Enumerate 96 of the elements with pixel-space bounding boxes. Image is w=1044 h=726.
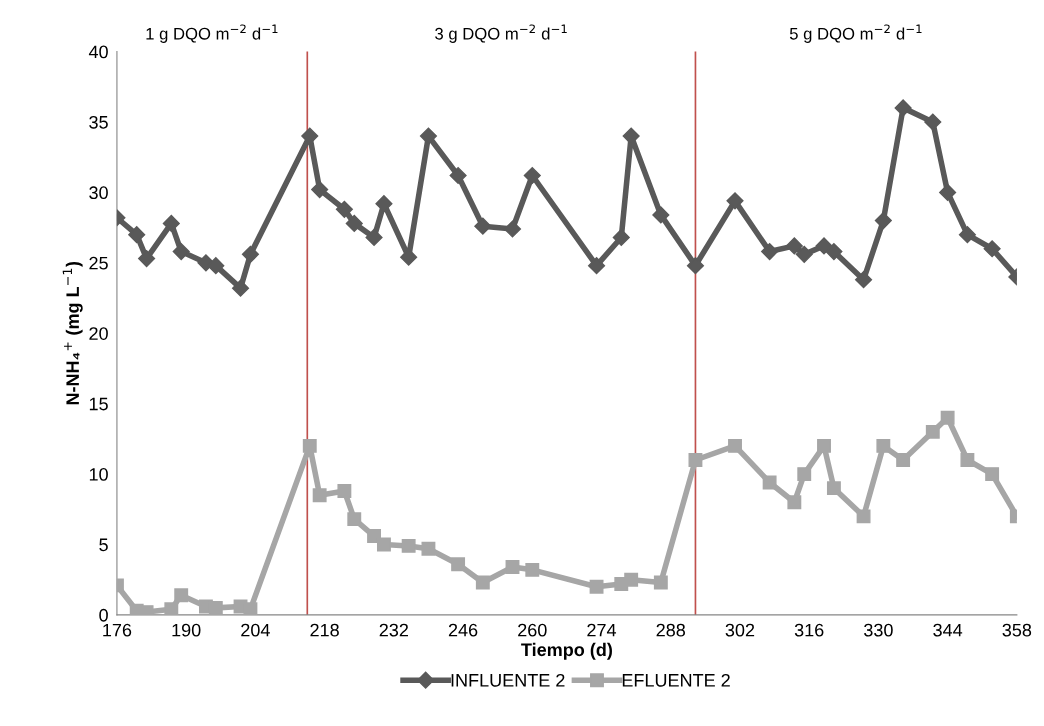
point [525,562,540,577]
point [958,226,976,244]
x-tick-label: 302 [725,623,755,637]
y-tick-label: 15 [89,397,108,411]
point [335,200,353,218]
point [337,484,352,498]
x-tick-label: 218 [310,623,339,637]
point [241,245,259,263]
x-tick-label: 344 [933,623,963,637]
y-tick-label: 20 [89,327,108,340]
point [785,237,803,255]
x-tick-label: 232 [379,623,408,637]
point [960,453,975,467]
point [367,529,381,543]
point [688,453,703,467]
x-tick-label: 358 [1002,623,1032,637]
point [652,206,670,224]
point [207,257,225,275]
point [208,600,223,615]
point [728,438,742,453]
point [311,181,329,199]
text: 3 g DQO m$^{−2}$ d$^{−1}$ [435,24,567,43]
y-tick-label: 40 [88,45,108,59]
point [243,602,258,615]
point [855,271,873,289]
x-tick-label: 260 [518,623,547,637]
point [761,242,779,261]
point [365,228,383,247]
point [825,242,843,261]
point [726,192,744,210]
point [474,217,492,235]
x-tick-label: 204 [241,623,270,637]
point [164,602,179,615]
point [589,579,604,594]
point [983,240,1001,258]
point [523,166,541,185]
point [302,438,317,453]
point [653,575,668,590]
point [503,220,522,238]
point [138,250,156,268]
x-tick-label: 288 [656,623,686,637]
legend-label: EFLUENTE 2 [622,673,730,687]
point [505,560,520,574]
point [312,488,327,503]
point [894,99,912,117]
y-tick-label: 30 [89,186,108,200]
point [588,257,606,275]
text: 5 g DQO m$^{−2}$ d$^{−1}$ [789,24,922,43]
y-axis-title: N-NH₄$^{+}$ (mg L$^{−1}$) [62,261,83,405]
point [401,538,416,553]
point [375,195,393,213]
point [924,113,942,131]
point [762,475,777,490]
point [876,438,891,453]
text: 1 g DQO m$^{−2}$ d$^{−1}$ [146,24,278,43]
point [376,537,391,552]
x-tick-label: 330 [864,623,893,637]
y-tick-label: 35 [89,115,108,129]
y-tick-label: 25 [89,256,108,270]
point [787,495,802,510]
point [940,410,955,425]
point [174,588,189,603]
point [826,481,841,496]
point [797,467,812,482]
point [612,228,630,247]
x-tick-label: 316 [794,623,824,637]
x-axis-title: Tiempo (d) [521,642,612,660]
point [985,467,1000,482]
point [896,453,911,467]
x-tick-label: 190 [172,623,201,637]
y-tick-label: 10 [89,468,108,481]
point [347,512,362,527]
point [925,424,940,439]
x-tick-label: 176 [103,623,132,637]
y-tick-label: 5 [99,538,108,552]
point [449,166,467,185]
point [162,214,180,232]
point [172,242,190,261]
y-tick-label: 0 [99,608,108,622]
x-tick-label: 274 [587,623,617,637]
point [128,226,146,244]
point [686,257,705,275]
point [874,212,892,230]
point [421,541,436,556]
x-tick-label: 246 [448,623,478,637]
point [817,438,831,453]
point [451,557,466,572]
point [419,127,437,145]
legend-label: INFLUENTE 2 [451,673,565,687]
point [345,214,363,232]
point [624,572,639,587]
point [856,509,871,524]
point [231,279,250,297]
point [795,245,813,263]
point [475,575,490,590]
point [939,183,957,201]
